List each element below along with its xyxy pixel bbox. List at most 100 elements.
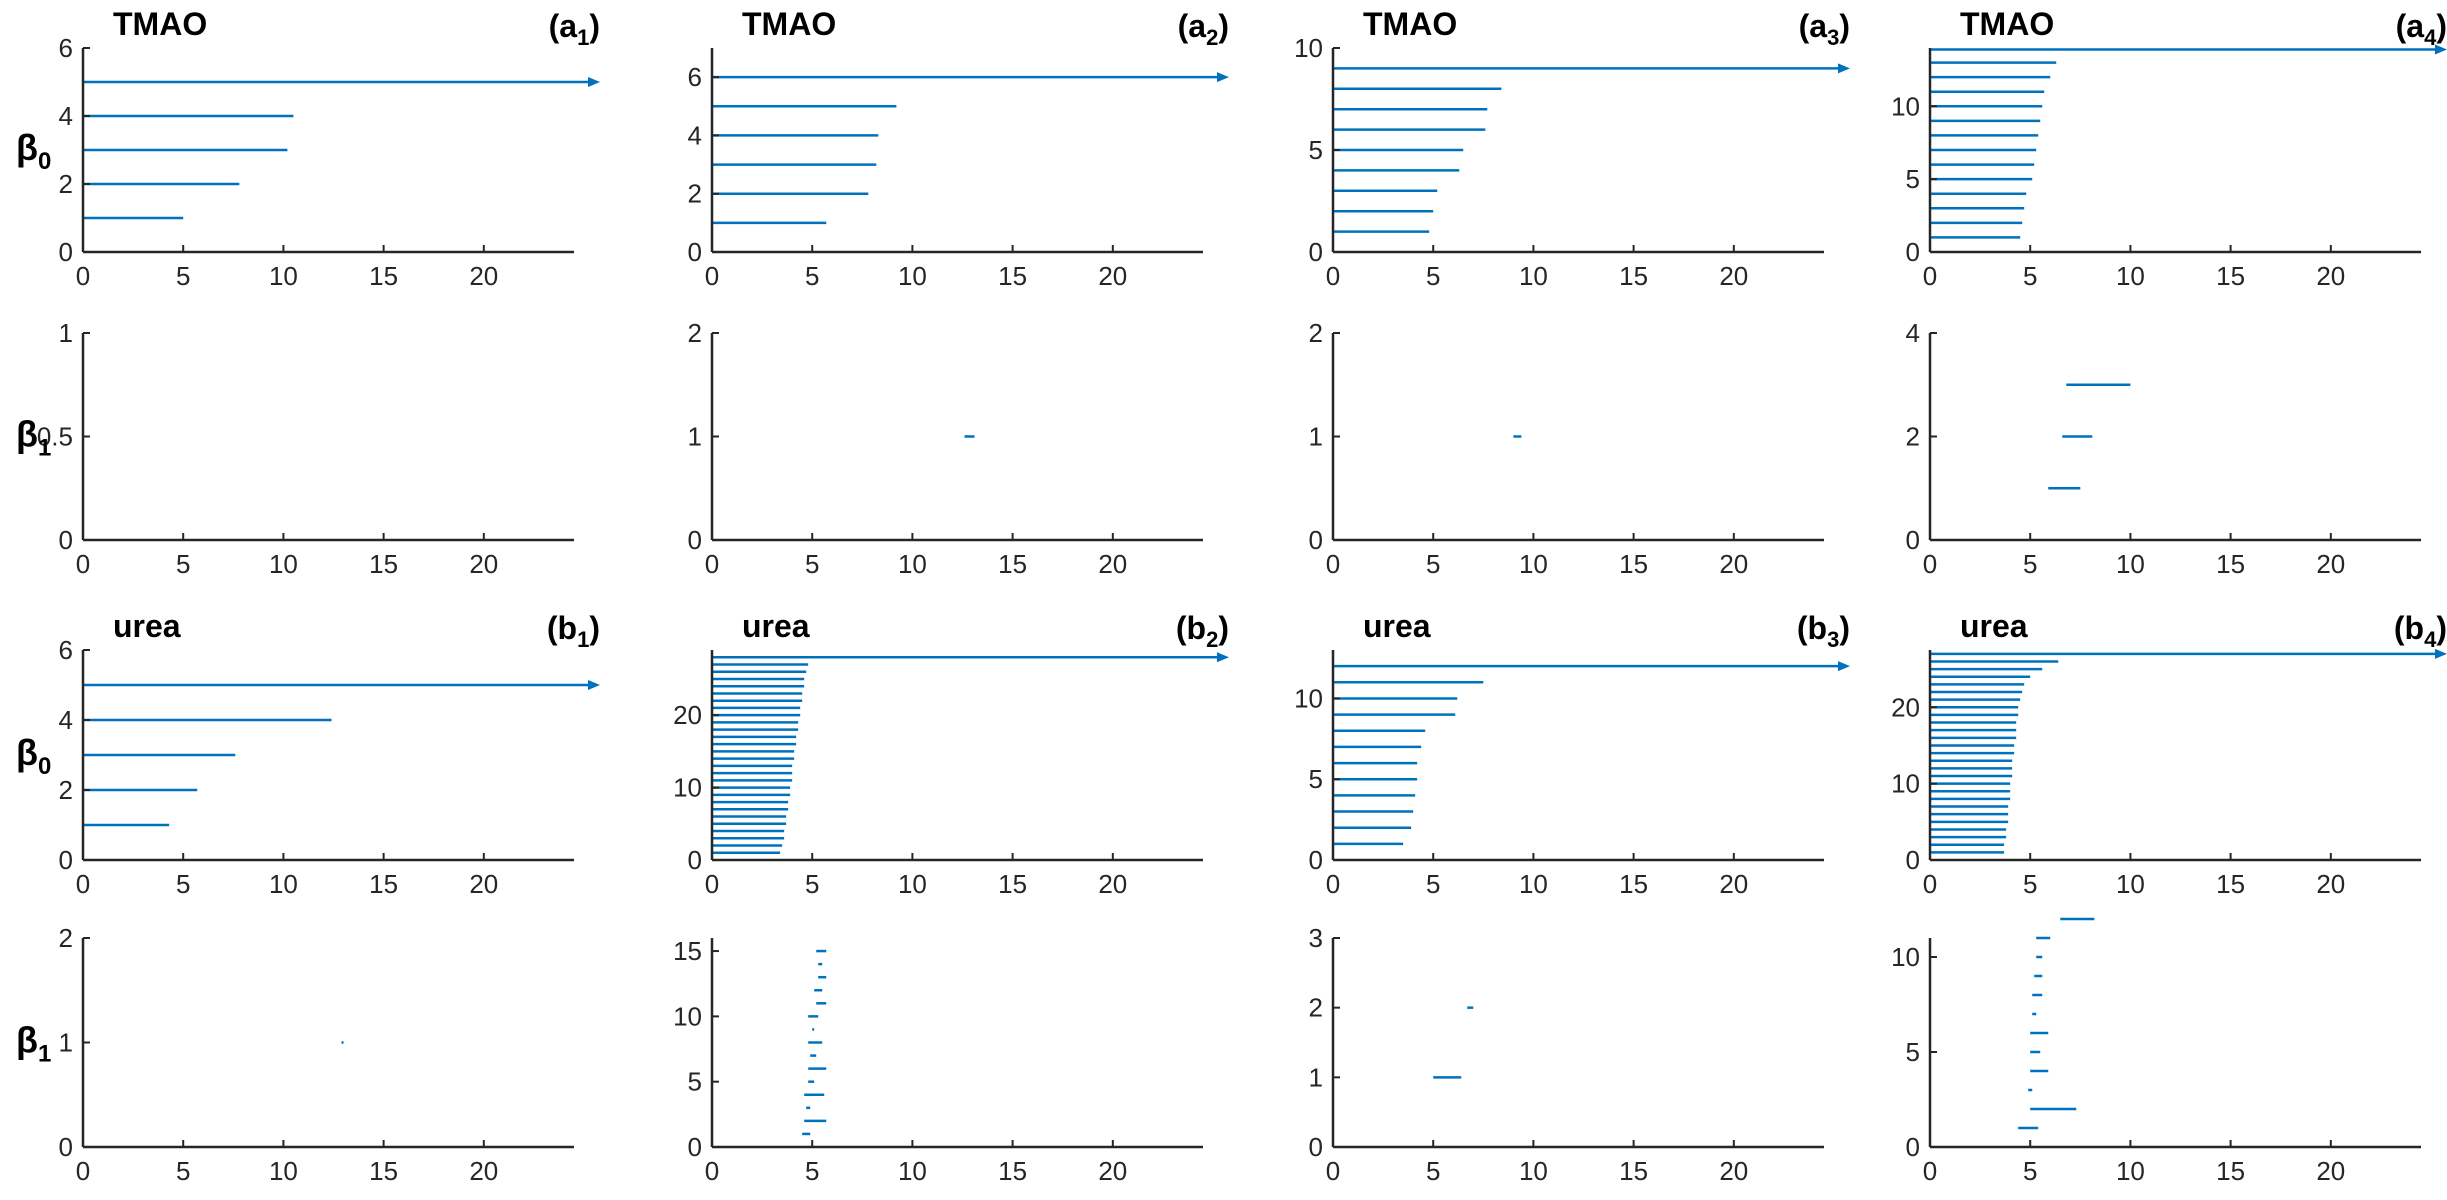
x-tick-label: 20 <box>1098 549 1127 579</box>
y-tick-label: 4 <box>688 120 702 150</box>
chart-title: urea <box>742 608 810 644</box>
x-tick-label: 15 <box>2216 549 2245 579</box>
y-tick-label: 0 <box>1309 1132 1323 1162</box>
x-tick-label: 0 <box>1923 549 1937 579</box>
x-tick-label: 15 <box>369 549 398 579</box>
chart-panel-b3-b0: 0 5 10 15 20 0 5 10 urea (b3) <box>1294 608 1850 899</box>
y-tick-label: 0 <box>688 237 702 267</box>
x-tick-label: 0 <box>76 261 90 291</box>
y-tick-label: 20 <box>673 700 702 730</box>
x-tick-label: 0 <box>1923 261 1937 291</box>
x-tick-label: 20 <box>2316 1156 2345 1186</box>
x-tick-label: 5 <box>1426 261 1440 291</box>
infinite-arrow-head <box>1838 63 1850 74</box>
x-tick-label: 0 <box>1923 1156 1937 1186</box>
x-tick-label: 10 <box>2116 1156 2145 1186</box>
x-tick-label: 5 <box>805 549 819 579</box>
y-tick-label: 1 <box>1309 422 1323 452</box>
chart-panel-a3-b0: 0 5 10 15 20 0 5 10 TMAO (a3) <box>1294 6 1850 291</box>
x-tick-label: 10 <box>1519 869 1548 899</box>
infinite-arrow-head <box>2435 648 2447 659</box>
panel-label: (b1) <box>547 610 600 652</box>
chart-panel-a1-b1: 0 5 10 15 20 0 0.5 1 β1 <box>16 318 574 579</box>
y-tick-label: 0.5 <box>37 422 73 452</box>
x-tick-label: 5 <box>176 1156 190 1186</box>
chart-title: TMAO <box>1363 6 1457 42</box>
panel-label: (b3) <box>1797 610 1850 652</box>
x-tick-label: 5 <box>805 261 819 291</box>
x-tick-label: 10 <box>1519 1156 1548 1186</box>
x-tick-label: 15 <box>998 869 1027 899</box>
x-tick-label: 0 <box>1326 549 1340 579</box>
chart-panel-a2-b0: 0 5 10 15 20 0 2 4 6 TMAO (a2) <box>688 6 1229 291</box>
y-tick-label: 15 <box>673 936 702 966</box>
y-tick-label: 0 <box>1309 845 1323 875</box>
x-tick-label: 0 <box>705 261 719 291</box>
x-tick-label: 10 <box>269 549 298 579</box>
x-tick-label: 0 <box>705 1156 719 1186</box>
y-axis-label: β0 <box>16 732 51 780</box>
y-axis-label: β1 <box>16 414 51 462</box>
chart-panel-b3-b1: 0 5 10 15 20 0 1 2 3 <box>1309 923 1824 1186</box>
y-tick-label: 2 <box>59 169 73 199</box>
chart-panel-b1-b0: 0 5 10 15 20 0 2 4 6 urea (b1) β0 <box>16 608 600 899</box>
y-tick-label: 2 <box>688 179 702 209</box>
x-tick-label: 20 <box>469 549 498 579</box>
panel-label: (b2) <box>1176 610 1229 652</box>
x-tick-label: 10 <box>2116 549 2145 579</box>
chart-panel-a4-b0: 0 5 10 15 20 0 5 10 TMAO (a4) <box>1891 6 2447 291</box>
x-tick-label: 10 <box>898 869 927 899</box>
x-tick-label: 0 <box>1326 261 1340 291</box>
chart-panel-a1-b0: 0 5 10 15 20 0 2 4 6 TMAO (a1) β0 <box>16 6 600 291</box>
x-tick-label: 0 <box>76 1156 90 1186</box>
y-tick-label: 6 <box>59 635 73 665</box>
x-tick-label: 0 <box>1326 869 1340 899</box>
y-tick-label: 10 <box>1891 91 1920 121</box>
infinite-arrow-head <box>1217 652 1229 663</box>
x-tick-label: 5 <box>1426 1156 1440 1186</box>
x-tick-label: 15 <box>1619 869 1648 899</box>
y-tick-label: 4 <box>59 101 73 131</box>
chart-panel-b4-b1: 0 5 10 15 20 0 5 10 <box>1891 917 2421 1186</box>
y-tick-label: 5 <box>1309 764 1323 794</box>
x-tick-label: 20 <box>469 1156 498 1186</box>
x-tick-label: 15 <box>369 1156 398 1186</box>
x-tick-label: 0 <box>76 869 90 899</box>
x-tick-label: 15 <box>1619 261 1648 291</box>
y-tick-label: 5 <box>688 1067 702 1097</box>
infinite-arrow-head <box>588 77 600 87</box>
y-tick-label: 0 <box>1309 237 1323 267</box>
y-tick-label: 0 <box>688 845 702 875</box>
chart-title: urea <box>1960 608 2028 644</box>
chart-title: urea <box>113 608 181 644</box>
x-tick-label: 20 <box>1719 869 1748 899</box>
x-tick-label: 0 <box>1326 1156 1340 1186</box>
x-tick-label: 20 <box>469 869 498 899</box>
y-tick-label: 0 <box>59 237 73 267</box>
x-tick-label: 5 <box>176 261 190 291</box>
y-tick-label: 1 <box>688 422 702 452</box>
x-tick-label: 10 <box>2116 869 2145 899</box>
y-tick-label: 5 <box>1309 135 1323 165</box>
x-tick-label: 5 <box>2023 1156 2037 1186</box>
x-tick-label: 10 <box>898 549 927 579</box>
y-tick-label: 2 <box>1309 318 1323 348</box>
panel-label: (b4) <box>2394 610 2447 652</box>
x-tick-label: 0 <box>705 869 719 899</box>
y-tick-label: 0 <box>1906 525 1920 555</box>
chart-panel-a3-b1: 0 5 10 15 20 0 1 2 <box>1309 318 1824 579</box>
y-tick-label: 1 <box>59 318 73 348</box>
chart-panel-a4-b1: 0 5 10 15 20 0 2 4 <box>1906 318 2421 579</box>
x-tick-label: 0 <box>76 549 90 579</box>
y-tick-label: 5 <box>1906 1037 1920 1067</box>
y-tick-label: 0 <box>1309 525 1323 555</box>
panel-label: (a1) <box>549 8 600 50</box>
x-tick-label: 5 <box>1426 869 1440 899</box>
x-tick-label: 10 <box>269 1156 298 1186</box>
x-tick-label: 15 <box>2216 1156 2245 1186</box>
y-tick-label: 0 <box>1906 845 1920 875</box>
x-tick-label: 0 <box>1923 869 1937 899</box>
chart-panel-b2-b1: 0 5 10 15 20 0 5 10 15 <box>673 936 1203 1186</box>
chart-panel-a2-b1: 0 5 10 15 20 0 1 2 <box>688 318 1203 579</box>
